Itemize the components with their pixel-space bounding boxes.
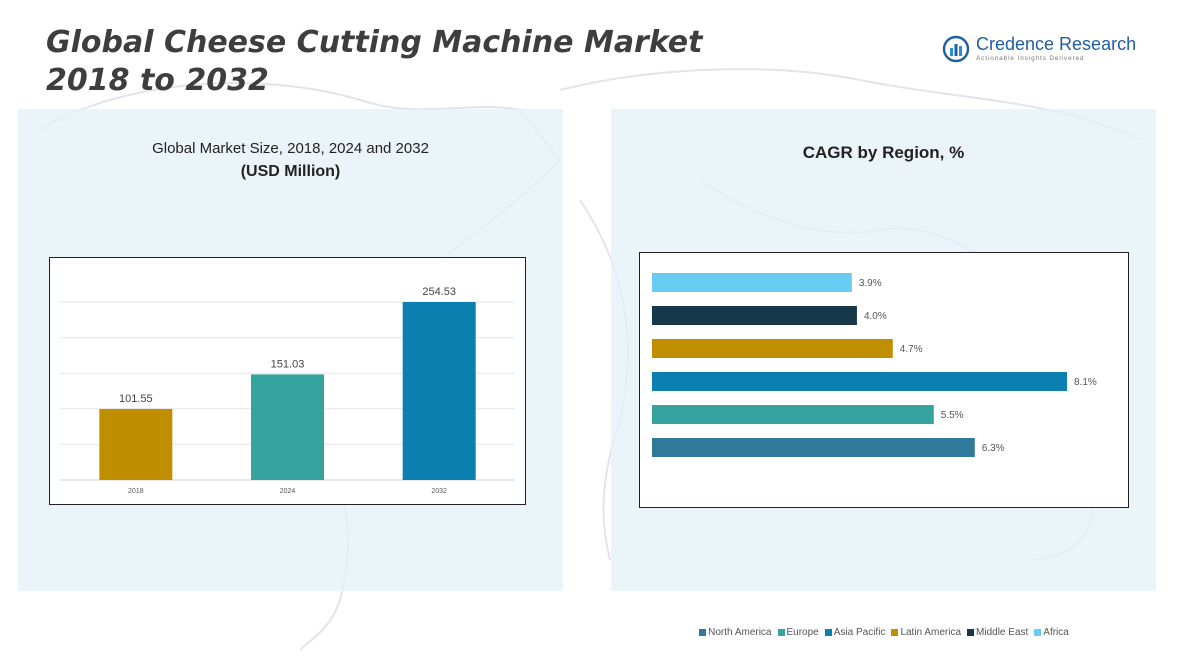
market-size-bar-chart: 101.55 2018 151.03 2024 254.53 2032 [60,286,515,495]
bar-value-label: 4.7% [900,344,923,355]
x-tick-label: 2032 [431,488,447,495]
legend-swatch [824,629,832,636]
bar-value-label: 101.55 [119,393,153,405]
bar-2018 [99,408,173,480]
legend-swatch [699,629,707,636]
legend-item-europe: Europe [777,627,819,638]
legend-swatch [891,629,899,636]
legend-label: North America [708,627,772,638]
legend-swatch [967,629,975,636]
title-line-1: Global Cheese Cutting Machine Market [46,25,703,60]
logo-tagline: Actionable Insights Delivered [976,55,1085,62]
legend-item-middle-east: Middle East [967,627,1028,638]
bar-2024 [251,374,324,480]
title-line-2: 2018 to 2032 [46,63,269,98]
market-size-subtitle: (USD Million) [240,163,341,180]
cagr-panel: CAGR by Region, % 3.9% 4.0% 4.7% 8.1% 5.5% 6.… [611,109,1156,638]
bar-north-america [652,438,975,457]
cagr-bar-chart: 3.9% 4.0% 4.7% 8.1% 5.5% 6.3% [652,273,1097,457]
cagr-legend: North America Europe Asia Pacific Latin Ame… [670,627,1098,638]
company-logo: Credence Research Actionable Insights De… [942,34,1136,66]
bar-value-label: 5.5% [941,410,964,421]
bar-value-label: 4.0% [864,311,887,322]
bar-latin-america [652,339,893,358]
legend-item-asia-pacific: Asia Pacific [824,627,886,638]
bar-2032 [402,302,476,480]
bar-value-label: 151.03 [271,358,305,370]
bar-value-label: 6.3% [982,443,1005,454]
page-title: Global Cheese Cutting Machine Market 201… [46,24,702,100]
legend-label: Latin America [900,627,962,638]
legend-item-latin-america: Latin America [891,627,961,638]
logo-name: Credence Research [976,34,1137,54]
bar-value-label: 3.9% [859,278,882,289]
cagr-chart-frame: 3.9% 4.0% 4.7% 8.1% 5.5% 6.3% North America Eu… [639,252,1129,638]
legend-swatch [1034,629,1042,636]
bar-middle-east [652,306,857,325]
legend-label: Middle East [976,627,1029,638]
legend-label: Asia Pacific [833,627,886,638]
x-tick-label: 2024 [280,488,296,495]
legend-label: Africa [1043,627,1069,638]
legend-item-north-america: North America [699,627,772,638]
bar-value-label: 254.53 [422,286,456,298]
bar-chart-logo-icon [942,35,970,63]
market-size-panel: Global Market Size, 2018, 2024 and 2032 … [18,109,563,591]
market-size-title: Global Market Size, 2018, 2024 and 2032 [152,140,429,157]
bar-value-label: 8.1% [1074,377,1097,388]
market-size-chart-frame: 101.55 2018 151.03 2024 254.53 2032 [49,257,526,505]
legend-item-africa: Africa [1034,627,1069,638]
x-tick-label: 2018 [128,488,144,495]
cagr-title: CAGR by Region, % [802,143,965,162]
bar-africa [652,273,852,292]
legend-swatch [777,629,785,636]
bar-asia-pacific [652,372,1067,391]
bar-europe [652,405,934,424]
legend-label: Europe [786,627,819,638]
